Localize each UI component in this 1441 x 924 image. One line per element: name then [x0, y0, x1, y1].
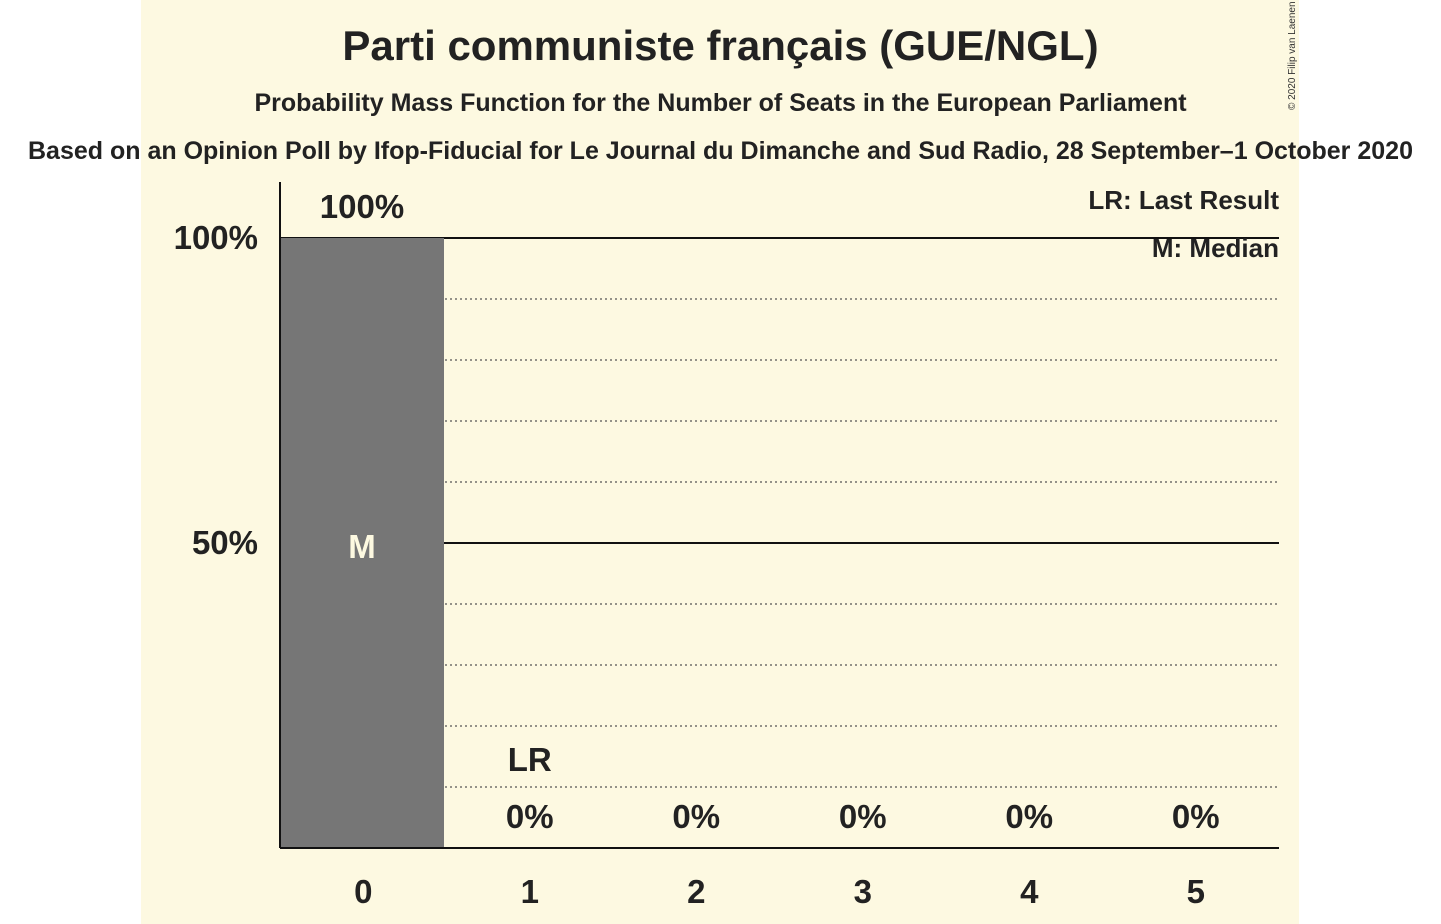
y-tick-label: 100%	[174, 219, 258, 256]
x-tick-label: 1	[521, 873, 539, 910]
x-tick-label: 3	[854, 873, 872, 910]
bar-value-label: 0%	[839, 798, 887, 835]
bar-value-label: 0%	[672, 798, 720, 835]
x-tick-label: 0	[354, 873, 372, 910]
x-tick-label: 4	[1020, 873, 1039, 910]
chart-subtitle: Probability Mass Function for the Number…	[254, 89, 1187, 117]
bar-value-label: 100%	[320, 188, 404, 225]
x-tick-label: 2	[687, 873, 705, 910]
last-result-marker: LR	[508, 741, 552, 778]
chart-source-line: Based on an Opinion Poll by Ifop-Fiducia…	[28, 137, 1413, 165]
bar-value-label: 0%	[1005, 798, 1053, 835]
median-marker: M	[348, 528, 376, 565]
y-tick-label: 50%	[192, 524, 258, 561]
chart-title: Parti communiste français (GUE/NGL)	[342, 22, 1099, 69]
legend-entry: M: Median	[1152, 233, 1279, 263]
bar-value-label: 0%	[506, 798, 554, 835]
bar	[280, 238, 444, 848]
bar-value-label: 0%	[1172, 798, 1220, 835]
legend-entry: LR: Last Result	[1088, 185, 1279, 215]
x-tick-label: 5	[1187, 873, 1205, 910]
